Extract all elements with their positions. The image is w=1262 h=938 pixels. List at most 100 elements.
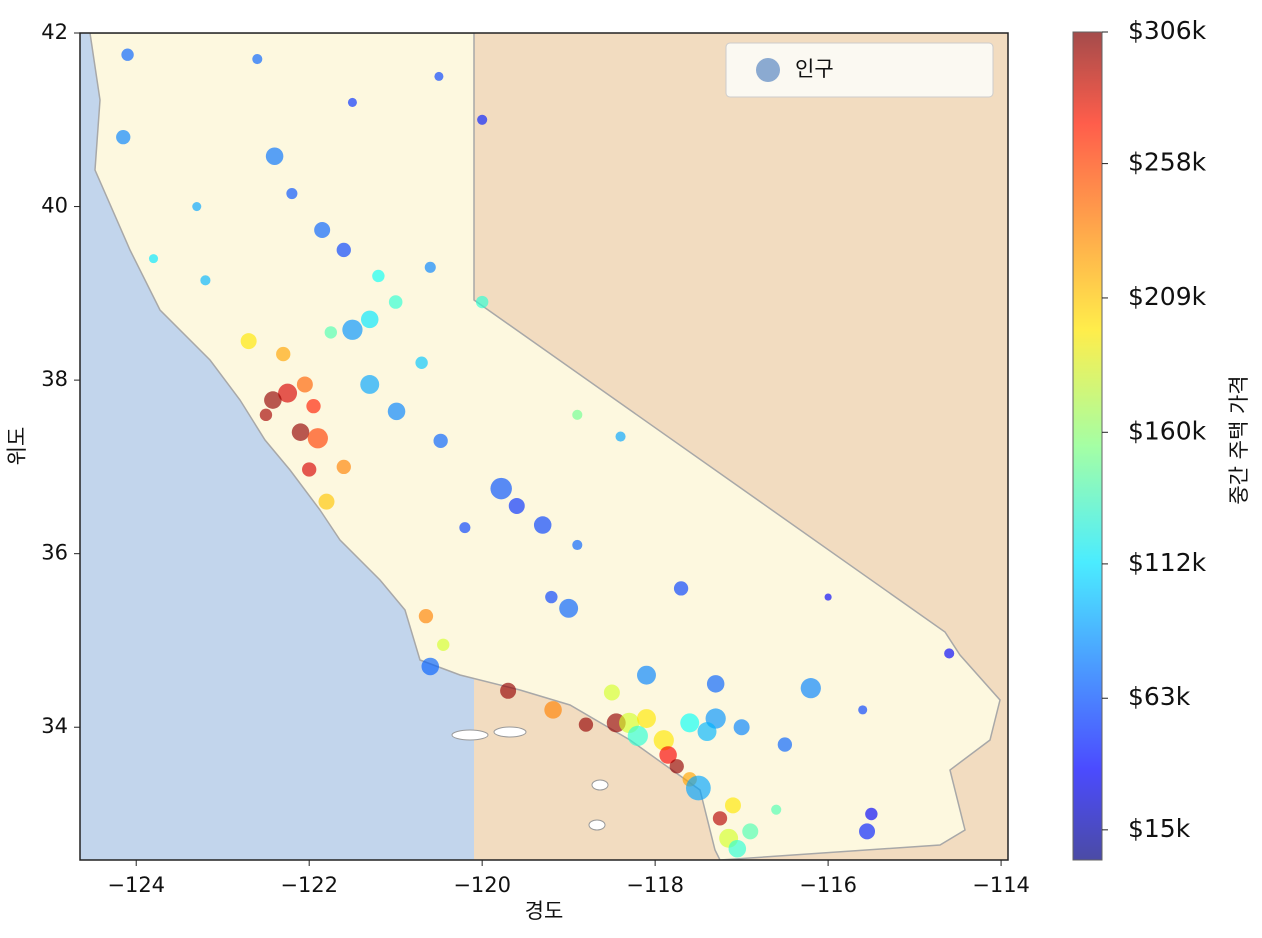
map xyxy=(80,33,1008,860)
point xyxy=(559,598,579,618)
point xyxy=(360,374,380,394)
point xyxy=(669,759,684,774)
point xyxy=(259,408,273,422)
point xyxy=(421,657,440,676)
point xyxy=(278,383,298,403)
legend-marker xyxy=(756,58,780,82)
colorbar-tick-label: $306k xyxy=(1128,16,1207,45)
colorbar-tick-label: $15k xyxy=(1128,814,1191,843)
points xyxy=(116,48,955,858)
point xyxy=(545,590,558,604)
y-tick-label: 36 xyxy=(41,541,68,565)
point xyxy=(578,717,594,732)
point xyxy=(388,295,403,309)
point xyxy=(296,376,313,393)
point xyxy=(433,433,448,449)
x-tick-label: −122 xyxy=(280,873,338,897)
point xyxy=(318,493,335,510)
point xyxy=(572,539,583,551)
point xyxy=(615,431,626,442)
point xyxy=(324,326,338,339)
point xyxy=(637,665,656,685)
point xyxy=(314,221,331,238)
point xyxy=(200,275,211,286)
point xyxy=(508,497,525,514)
colorbar-tick-label: $63k xyxy=(1128,682,1191,711)
point xyxy=(572,409,583,420)
point xyxy=(306,398,321,414)
point xyxy=(286,187,298,200)
point xyxy=(265,147,284,165)
colorbar xyxy=(1072,31,1103,861)
legend-label: 인구 xyxy=(795,57,834,81)
point xyxy=(459,522,471,534)
x-tick-label: −120 xyxy=(453,873,511,897)
point xyxy=(859,823,876,840)
point xyxy=(360,310,379,329)
point xyxy=(437,638,450,651)
point xyxy=(148,254,159,264)
point xyxy=(240,333,257,350)
colorbar-tick-label: $160k xyxy=(1128,416,1207,445)
point xyxy=(336,459,351,475)
point xyxy=(724,797,741,814)
point xyxy=(706,675,725,693)
colorbar-tick-label: $209k xyxy=(1128,282,1207,311)
point xyxy=(544,701,562,719)
point xyxy=(307,428,328,449)
point xyxy=(121,48,134,61)
point xyxy=(418,608,434,624)
islands xyxy=(451,726,609,831)
point xyxy=(603,684,620,701)
point xyxy=(434,71,444,81)
x-tick-label: −116 xyxy=(799,873,857,897)
point xyxy=(342,319,363,340)
point xyxy=(659,746,677,764)
x-tick-label: −118 xyxy=(626,873,684,897)
point xyxy=(192,202,202,212)
colorbar-label: 중간 주택 가격 xyxy=(1227,375,1251,504)
legend: 인구 xyxy=(725,42,994,98)
point xyxy=(477,114,488,125)
point xyxy=(116,129,131,145)
point xyxy=(777,737,793,752)
y-tick-label: 40 xyxy=(41,194,68,218)
point xyxy=(475,295,489,309)
point xyxy=(944,648,955,659)
colorbar-tick-label: $258k xyxy=(1128,148,1207,177)
y-tick-label: 38 xyxy=(41,367,68,391)
point xyxy=(800,678,821,699)
point xyxy=(500,682,517,699)
point xyxy=(302,462,317,477)
point xyxy=(858,705,868,715)
y-tick-label: 42 xyxy=(41,20,68,44)
y-axis-label: 위도 xyxy=(5,427,29,466)
point xyxy=(533,516,552,534)
point xyxy=(264,391,282,409)
point xyxy=(415,356,428,369)
point xyxy=(424,261,436,273)
point xyxy=(685,775,711,801)
point xyxy=(733,719,750,736)
point xyxy=(490,477,512,500)
point xyxy=(637,709,656,729)
point xyxy=(276,346,291,362)
colorbar-tick-label: $112k xyxy=(1128,548,1207,577)
point xyxy=(336,242,351,258)
point xyxy=(742,823,759,840)
point xyxy=(372,269,385,283)
point xyxy=(680,713,700,733)
point xyxy=(771,804,782,815)
legend-box xyxy=(725,42,994,98)
x-tick-label: −114 xyxy=(972,873,1030,897)
point xyxy=(252,53,263,65)
point xyxy=(673,581,689,596)
x-tick-label: −124 xyxy=(107,873,165,897)
california xyxy=(89,33,1001,860)
y-tick-label: 34 xyxy=(41,714,68,738)
plot-frame xyxy=(79,32,1009,861)
x-axis-label: 경도 xyxy=(525,899,564,923)
point xyxy=(824,593,832,601)
point xyxy=(728,839,747,858)
